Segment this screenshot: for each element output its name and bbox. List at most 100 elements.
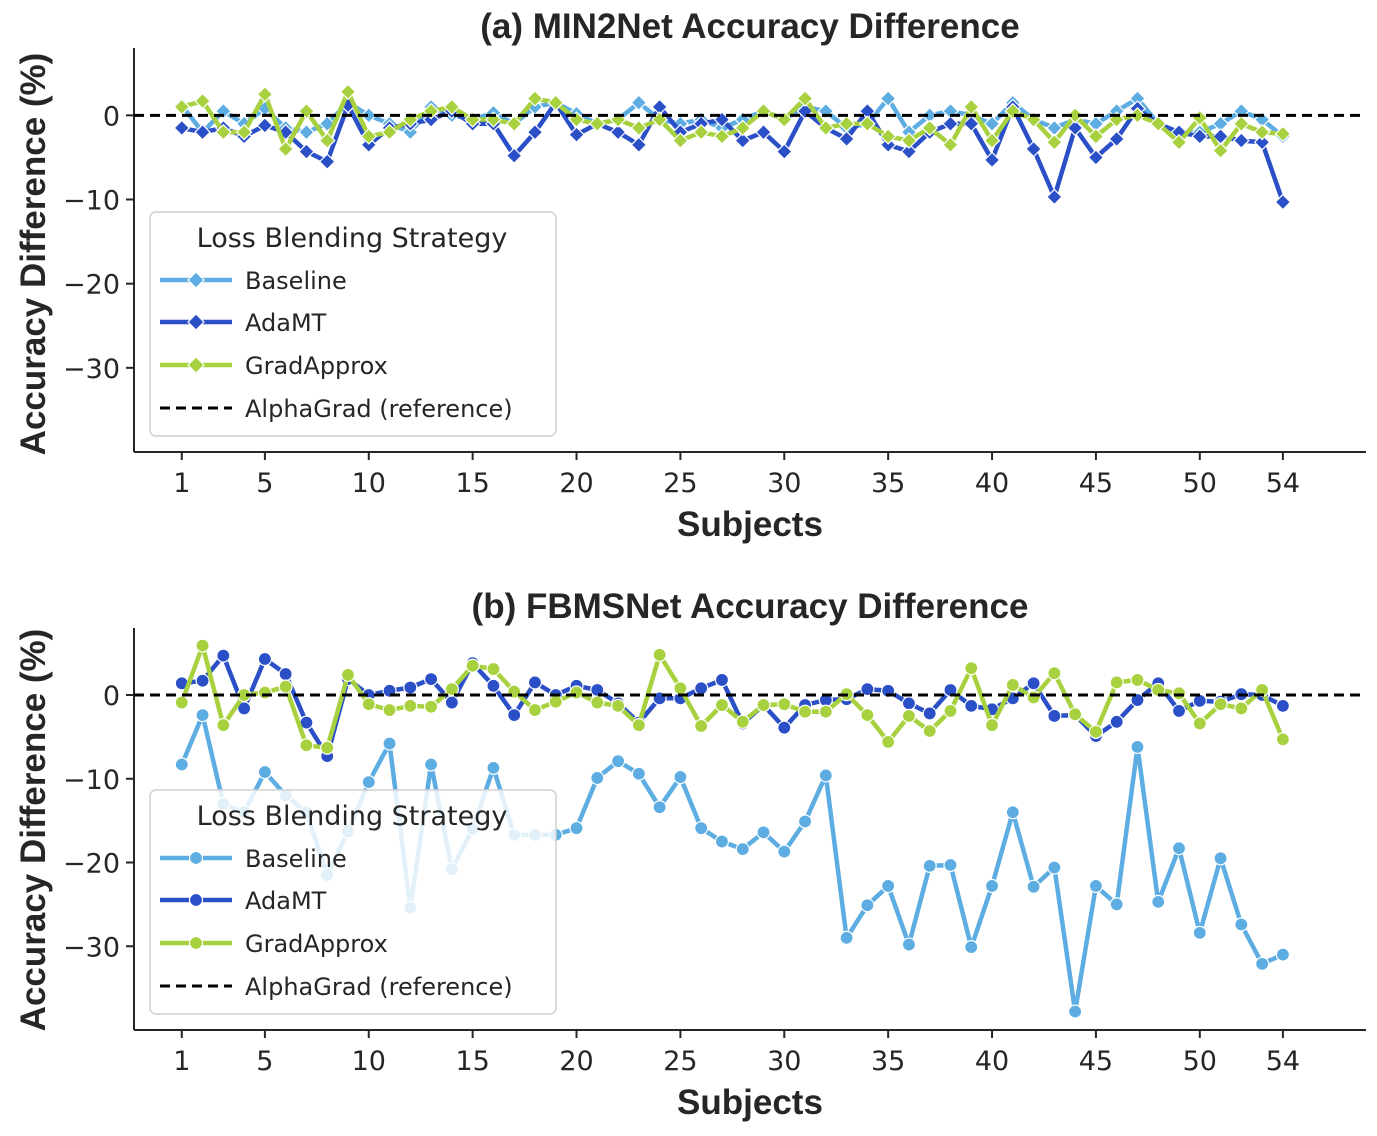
data-point-baseline — [1026, 879, 1041, 894]
data-point-gradapprox — [444, 682, 459, 697]
legend-frame — [149, 789, 557, 1015]
data-point-gradapprox — [1025, 111, 1042, 128]
data-point-gradapprox — [1253, 123, 1271, 141]
data-point-adamt — [694, 681, 709, 696]
x-tick-label: 5 — [256, 1046, 273, 1077]
data-point-gradapprox — [548, 694, 563, 709]
data-point-adamt — [879, 136, 897, 154]
x-tick-label: 30 — [767, 1046, 801, 1077]
data-point-adamt — [734, 132, 752, 149]
data-point-adamt — [1233, 132, 1250, 149]
data-point-baseline — [360, 106, 378, 124]
data-point-gradapprox — [465, 658, 480, 673]
data-point-gradapprox — [173, 98, 191, 116]
legend-label-gradapprox: GradApprox — [245, 930, 388, 958]
data-point-gradapprox — [361, 697, 376, 712]
data-point-baseline — [901, 937, 917, 952]
y-tick-label: −20 — [63, 849, 120, 880]
data-point-gradapprox — [1170, 133, 1188, 151]
data-point-baseline — [1130, 739, 1145, 755]
data-point-gradapprox — [900, 132, 918, 149]
data-point-adamt — [1130, 692, 1145, 708]
series-adamt — [174, 648, 1290, 764]
data-point-gradapprox — [922, 723, 937, 739]
data-point-gradapprox — [838, 115, 855, 133]
data-point-baseline — [983, 115, 1001, 133]
data-point-gradapprox — [1130, 672, 1145, 688]
data-point-adamt — [1047, 708, 1062, 724]
data-point-gradapprox — [672, 132, 689, 149]
data-point-gradapprox — [569, 685, 584, 700]
legend-label-baseline: Baseline — [245, 267, 347, 295]
legend-label-alphagrad: AlphaGrad (reference) — [245, 973, 513, 1001]
data-point-gradapprox — [756, 697, 771, 713]
data-point-adamt — [444, 695, 459, 710]
data-point-gradapprox — [590, 695, 605, 710]
y-tick-label: −30 — [63, 932, 120, 963]
x-tick-label: 35 — [871, 468, 905, 499]
data-point-adamt — [900, 143, 918, 160]
x-tick-label: 50 — [1183, 468, 1217, 499]
x-tick-label: 15 — [455, 1046, 489, 1077]
data-point-gradapprox — [734, 119, 752, 137]
data-point-adamt — [423, 671, 439, 687]
x-tick-label: 25 — [663, 468, 697, 499]
data-point-adamt — [486, 678, 501, 693]
data-point-baseline — [382, 736, 397, 751]
data-point-gradapprox — [817, 119, 835, 137]
x-tick-label: 1 — [173, 468, 190, 499]
data-point-baseline — [818, 768, 833, 783]
data-point-gradapprox — [797, 704, 813, 719]
data-point-adamt — [526, 123, 544, 141]
data-point-baseline — [881, 878, 896, 894]
legend-item-adamt: AdaMT — [160, 309, 327, 337]
data-point-baseline — [777, 844, 792, 859]
data-point-adamt — [1087, 149, 1105, 166]
x-tick-label: 15 — [455, 468, 489, 499]
data-point-adamt — [942, 115, 959, 133]
y-axis-label: Accuracy Difference (%) — [14, 53, 53, 456]
x-tick-label: 40 — [975, 1046, 1009, 1077]
data-point-adamt — [507, 707, 522, 723]
data-point-gradapprox — [714, 697, 730, 713]
data-point-adamt — [568, 126, 585, 144]
data-point-gradapprox — [860, 707, 875, 723]
data-point-gradapprox — [1275, 732, 1290, 747]
data-point-gradapprox — [235, 123, 253, 141]
data-point-gradapprox — [983, 132, 1001, 149]
y-tick-label: 0 — [103, 101, 120, 132]
x-tick-label: 54 — [1266, 468, 1300, 499]
legend: Loss Blending Strategy Baseline AdaMT Gr… — [149, 789, 557, 1015]
data-point-baseline — [984, 878, 1000, 894]
data-point-gradapprox — [1026, 690, 1041, 705]
data-point-gradapprox — [256, 85, 274, 103]
data-point-gradapprox — [320, 740, 335, 755]
data-point-gradapprox — [1088, 724, 1104, 739]
data-point-baseline — [694, 821, 709, 836]
legend-marker-baseline — [188, 850, 204, 866]
data-point-gradapprox — [859, 115, 876, 133]
data-point-gradapprox — [214, 123, 232, 141]
legend-label-adamt: AdaMT — [245, 887, 327, 915]
data-point-baseline — [943, 857, 958, 873]
data-point-baseline — [1275, 947, 1290, 962]
legend-item-gradapprox: GradApprox — [160, 930, 388, 958]
data-point-adamt — [505, 147, 523, 165]
data-point-gradapprox — [1068, 707, 1083, 722]
data-point-adamt — [194, 123, 211, 141]
data-point-gradapprox — [195, 638, 210, 653]
data-point-baseline — [1255, 956, 1270, 971]
data-point-gradapprox — [443, 98, 461, 116]
chart-panel-b: (b) FBMSNet Accuracy Difference Accuracy… — [14, 587, 1366, 1122]
legend-title: Loss Blending Strategy — [197, 223, 508, 254]
chart-title: (b) FBMSNet Accuracy Difference — [472, 587, 1029, 626]
data-point-adamt — [964, 698, 979, 713]
data-point-adamt — [298, 143, 315, 160]
data-point-gradapprox — [1047, 666, 1062, 681]
legend-label-adamt: AdaMT — [245, 309, 327, 337]
data-point-adamt — [216, 648, 231, 663]
legend-item-alphagrad: AlphaGrad (reference) — [160, 395, 513, 423]
x-tick-label: 5 — [256, 468, 273, 499]
data-point-gradapprox — [1192, 716, 1207, 731]
data-point-gradapprox — [943, 703, 958, 719]
